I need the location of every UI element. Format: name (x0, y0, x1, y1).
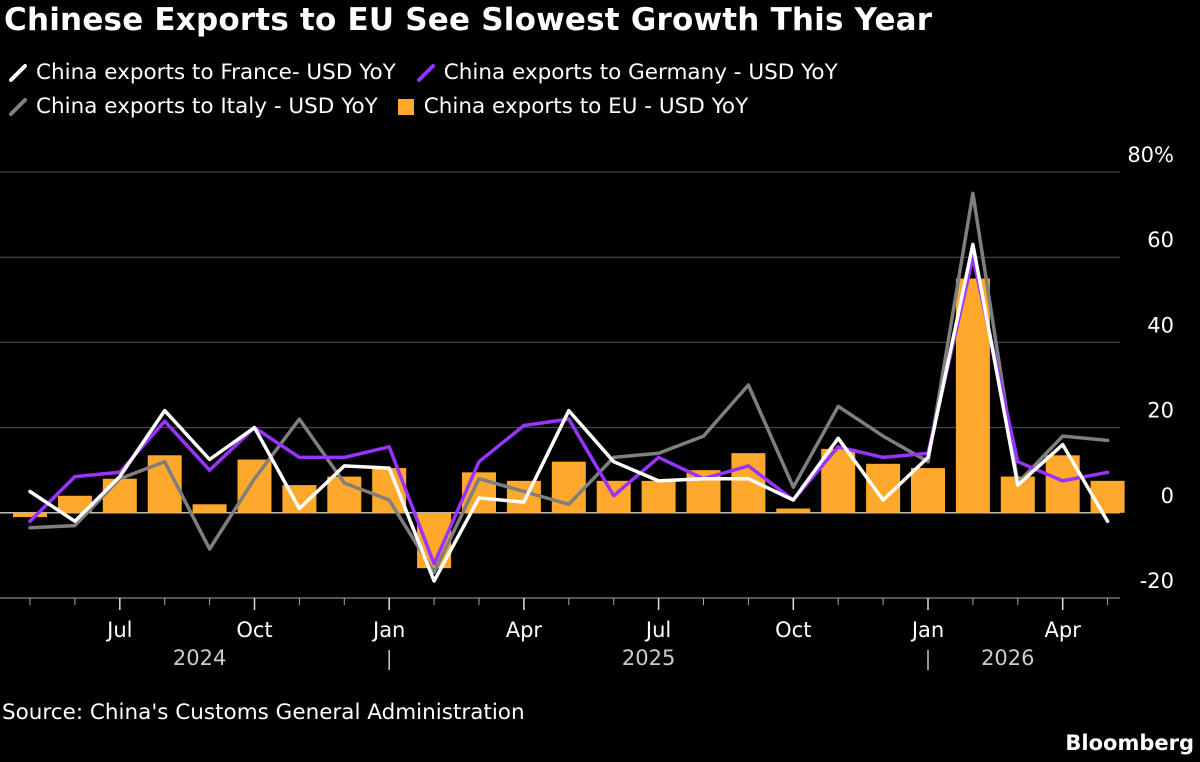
legend-label-germany: China exports to Germany - USD YoY (443, 60, 838, 85)
line-italy (28, 191, 1110, 575)
line-france (28, 242, 1110, 583)
legend-label-eu: China exports to EU - USD YoY (423, 94, 749, 119)
legend-item-france: China exports to France- USD YoY (8, 60, 396, 85)
bloomberg-logo: Bloomberg (1065, 731, 1194, 755)
bar-eu (102, 478, 137, 513)
x-tick-label: Apr (1045, 618, 1082, 642)
year-label: 2026 (981, 646, 1034, 670)
legend-label-italy: China exports to Italy - USD YoY (36, 94, 378, 119)
year-label: 2025 (622, 646, 675, 670)
bar-eu (911, 468, 945, 513)
x-tick-label: Jul (105, 618, 132, 642)
x-tick-label: Jul (644, 618, 671, 642)
y-tick-label: 80% (1127, 143, 1174, 167)
year-label: 2024 (173, 646, 226, 670)
y-tick-label: 20 (1147, 399, 1174, 423)
legend-swatch-italy (9, 97, 27, 116)
bar-eu (955, 278, 990, 513)
legend-swatch-germany (416, 63, 435, 82)
x-tick-label: Oct (775, 618, 811, 642)
bar-eu (237, 459, 272, 513)
y-tick-label: -20 (1140, 569, 1174, 593)
legend-swatch-france (9, 63, 27, 82)
x-tick-label: Apr (506, 618, 543, 642)
x-tick-label: Oct (236, 618, 272, 642)
x-tick-label: Jan (910, 618, 944, 642)
y-tick-label: 40 (1147, 313, 1174, 337)
bar-eu (776, 508, 811, 513)
legend-row-1: China exports to France- USD YoY China e… (8, 60, 858, 85)
bar-eu (1090, 480, 1125, 513)
bar-eu (506, 480, 541, 513)
legend-item-germany: China exports to Germany - USD YoY (416, 60, 838, 85)
bar-eu (13, 512, 47, 518)
bar-eu (57, 495, 92, 513)
y-tick-label: 0 (1161, 484, 1174, 508)
legend-swatch-eu (397, 98, 414, 115)
chart-title: Chinese Exports to EU See Slowest Growth… (4, 2, 933, 38)
legend-item-italy: China exports to Italy - USD YoY (8, 94, 378, 119)
legend-item-eu: China exports to EU - USD YoY (397, 94, 749, 119)
x-tick-label: Jan (371, 618, 405, 642)
source-note: Source: China's Customs General Administ… (2, 700, 525, 725)
legend-label-france: China exports to France- USD YoY (36, 60, 396, 85)
bar-eu (641, 480, 676, 513)
legend-row-2: China exports to Italy - USD YoY China e… (8, 94, 768, 119)
bar-eu (192, 504, 227, 513)
y-tick-label: 60 (1147, 228, 1174, 252)
